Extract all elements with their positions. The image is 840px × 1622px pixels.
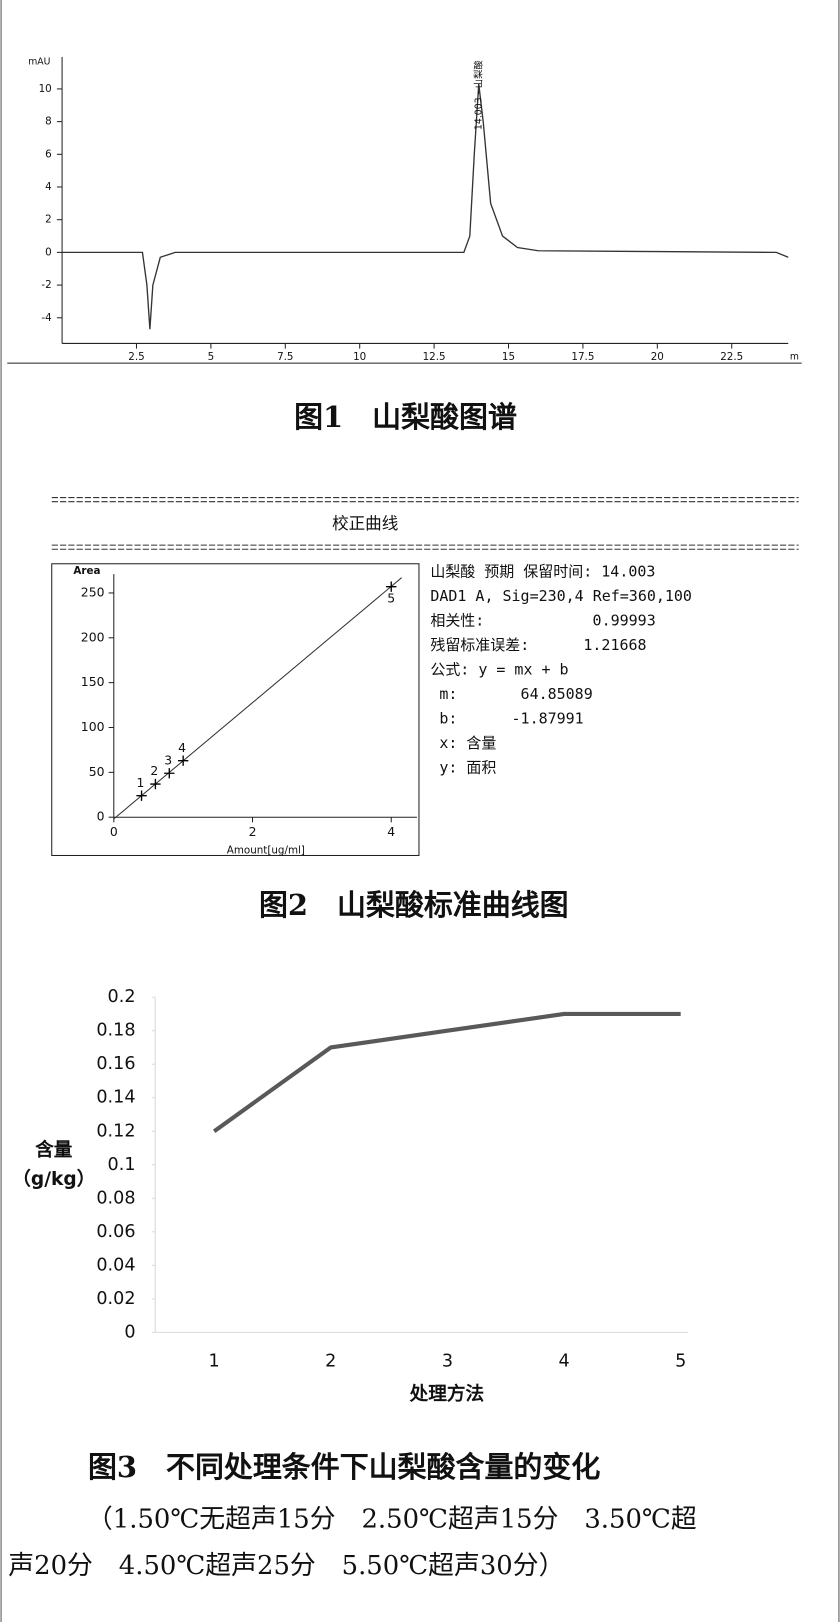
x-tick-label: 10	[353, 351, 366, 363]
annotation: 残留标准误差: 1.21668	[430, 636, 646, 654]
x-tick-label: 7.5	[277, 351, 293, 363]
y-tick-label: 100	[81, 719, 105, 734]
x-tick-label: 15	[502, 351, 515, 363]
caption: 图3 不同处理条件下山梨酸含量的变化	[88, 1450, 600, 1484]
annotation: y: 面积	[430, 759, 496, 777]
y-axis-label: Area	[73, 565, 100, 577]
x-tick-label: 2	[325, 1351, 336, 1371]
x-axis-label: m	[790, 351, 799, 362]
y-tick-label: 2	[45, 214, 52, 226]
y-tick-label: 150	[81, 674, 105, 689]
x-tick-label: 3	[442, 1351, 453, 1371]
caption: 图2 山梨酸标准曲线图	[259, 888, 569, 922]
note: （1.50℃无超声15分 2.50℃超声15分 3.50℃超	[87, 1505, 697, 1535]
data-line	[212, 1011, 681, 1133]
y-tick-label: 0	[97, 809, 105, 824]
y-tick-label: 0.06	[96, 1222, 135, 1242]
y-tick-label: 0.04	[96, 1255, 135, 1275]
point	[136, 790, 147, 801]
chart-frame	[51, 563, 420, 856]
x-tick-label: 5	[675, 1351, 686, 1371]
x-tick-label: 2.5	[128, 351, 144, 363]
y-tick-label: 0.14	[96, 1088, 135, 1108]
point-label: 5	[387, 591, 395, 606]
x-tick-label: 12.5	[423, 351, 446, 363]
y-tick-label: 0.18	[96, 1021, 135, 1041]
x-tick-label: 22.5	[720, 351, 743, 363]
y-axis-label: （g/kg）	[12, 1168, 95, 1190]
x-axis-label: 处理方法	[409, 1383, 484, 1405]
point	[177, 755, 189, 766]
annotation: x: 含量	[430, 734, 496, 752]
annotation: 公式: y = mx + b	[430, 661, 568, 679]
y-tick-label: 0.1	[108, 1155, 136, 1175]
x-tick-label: 5	[208, 351, 215, 363]
x-axis-label: Amount[ug/ml]	[227, 844, 305, 856]
annotation: 山梨酸 预期 保留时间: 14.003	[430, 563, 655, 581]
point	[150, 778, 161, 790]
x-tick-label: 17.5	[571, 351, 594, 363]
y-tick-label: 0.08	[96, 1188, 135, 1208]
note: 声20分 4.50℃超声25分 5.50℃超声30分）	[8, 1551, 564, 1581]
annotation: b: -1.87991	[430, 710, 583, 728]
point-label: 1	[137, 775, 145, 790]
x-tick-label: 4	[558, 1351, 569, 1371]
point	[386, 581, 397, 592]
point	[164, 768, 175, 779]
annotation: 相关性: 0.99993	[430, 612, 655, 630]
y-tick-label: 4	[45, 181, 52, 193]
y-tick-label: 0.2	[108, 987, 136, 1007]
y-tick-label: 0.16	[96, 1054, 135, 1074]
y-tick-label: 200	[81, 629, 105, 644]
y-tick-label: 10	[39, 83, 52, 95]
y-tick-label: 0.02	[96, 1289, 135, 1309]
data-line	[62, 83, 789, 330]
y-tick-label: 0	[124, 1322, 135, 1342]
chart-title: 校正曲线	[332, 514, 398, 533]
x-tick-label: 4	[387, 824, 395, 839]
y-tick-label: 6	[45, 148, 52, 160]
point-label: 3	[164, 752, 172, 767]
x-tick-label: 1	[209, 1351, 220, 1371]
y-tick-label: 250	[81, 584, 105, 599]
x-tick-label: 20	[651, 351, 664, 363]
y-tick-label: 8	[45, 116, 52, 128]
x-tick-label: 0	[110, 824, 118, 839]
y-axis-label: 含量	[35, 1139, 73, 1161]
x-tick-label: 2	[249, 824, 257, 839]
fit-line	[113, 577, 402, 820]
y-tick-label: 0	[45, 246, 52, 258]
y-tick-label: -2	[41, 279, 51, 291]
peak-label: 14.003 - 山梨酸	[472, 60, 484, 130]
point-label: 2	[150, 763, 158, 778]
y-tick-label: 0.12	[96, 1121, 135, 1141]
y-tick-label: -4	[41, 312, 51, 324]
point-label: 4	[178, 740, 186, 755]
y-tick-label: 50	[89, 764, 105, 779]
y-axis-label: mAU	[28, 57, 50, 68]
annotation: DAD1 A, Sig=230,4 Ref=360,100	[430, 587, 692, 605]
caption: 图1 山梨酸图谱	[294, 400, 517, 434]
annotation: m: 64.85089	[430, 685, 592, 703]
